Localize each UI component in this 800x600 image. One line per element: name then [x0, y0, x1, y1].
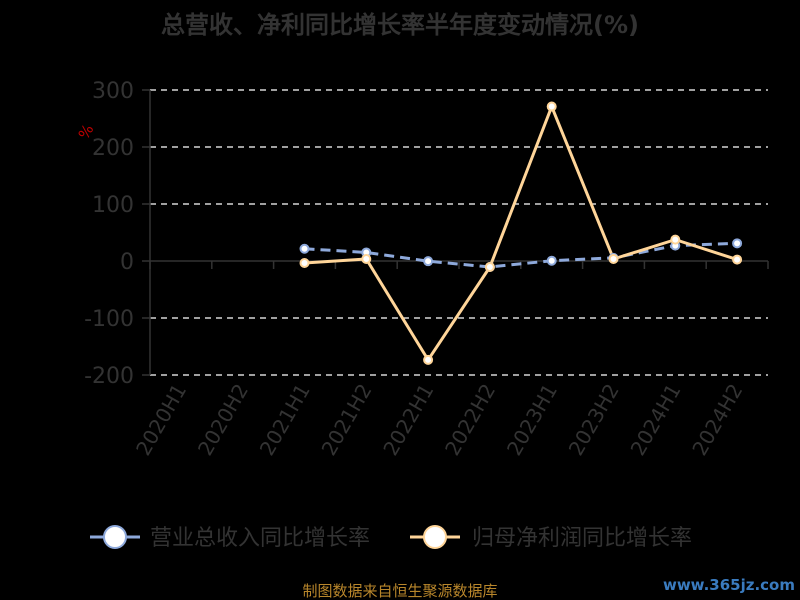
data-point [608, 254, 619, 265]
x-tick-labels: 2020H1 2020H2 2021H1 2021H2 2022H1 2022H2 2023… [131, 379, 747, 459]
grid-lines [150, 89, 768, 376]
x-tick-label: 2023H2 [564, 380, 624, 460]
x-tick-label: 2023H1 [502, 380, 562, 460]
chart-title: 总营收、净利同比增长率半年度变动情况(%) [161, 11, 639, 39]
x-tick-label: 2020H2 [193, 380, 253, 460]
data-point [484, 261, 495, 272]
data-point [423, 354, 434, 365]
y-tick-label: 300 [92, 79, 134, 104]
x-tick-label: 2022H1 [378, 379, 438, 459]
data-point [361, 254, 372, 265]
data-point [299, 257, 310, 268]
data-point [546, 255, 557, 266]
legend: 营业总收入同比增长率 归母净利润同比增长率 [90, 525, 692, 551]
y-tick-label: 0 [120, 250, 134, 275]
series-group [299, 101, 743, 365]
watermark: www.365jz.com [663, 576, 795, 594]
legend-label: 归母净利润同比增长率 [472, 526, 692, 551]
legend-label: 营业总收入同比增长率 [150, 526, 370, 551]
series-line [304, 105, 738, 362]
data-point [423, 256, 434, 267]
y-tick-labels: 300 200 100 0 -100 -200 [84, 79, 134, 389]
legend-marker [423, 525, 447, 549]
series-line [304, 241, 738, 269]
y-tick-label: -200 [84, 364, 134, 389]
x-tick-label: 2022H2 [440, 380, 500, 460]
x-tick-label: 2021H1 [255, 380, 315, 460]
y-tick-label: 200 [92, 136, 134, 161]
x-tick-label: 2020H1 [131, 380, 191, 460]
y-tick-label: 100 [92, 193, 134, 218]
data-point [546, 101, 557, 112]
data-point [299, 243, 310, 254]
y-tick-label: -100 [84, 307, 134, 332]
x-tick-label: 2024H1 [626, 380, 686, 460]
axes [142, 89, 769, 376]
data-point [732, 254, 743, 265]
x-tick-label: 2024H2 [687, 380, 747, 460]
source-note: 制图数据来自恒生聚源数据库 [302, 582, 497, 600]
x-tick-label: 2021H2 [317, 380, 377, 460]
legend-marker [103, 525, 127, 549]
data-point [732, 238, 743, 249]
data-point [670, 234, 681, 245]
